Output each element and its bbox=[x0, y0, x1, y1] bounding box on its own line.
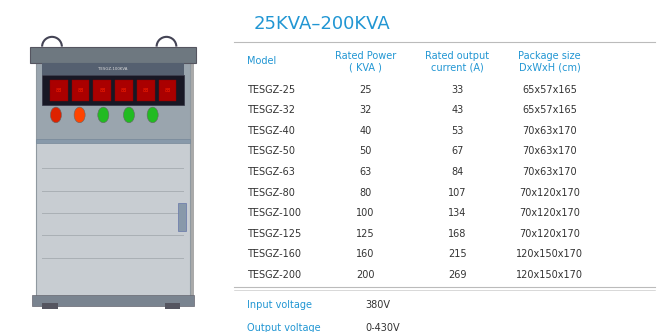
Text: TESGZ-125: TESGZ-125 bbox=[247, 229, 301, 239]
Text: TESGZ-50: TESGZ-50 bbox=[247, 146, 295, 156]
Bar bbox=[50, 80, 68, 101]
Text: Input voltage: Input voltage bbox=[247, 300, 312, 310]
Text: TESGZ-200: TESGZ-200 bbox=[247, 270, 301, 280]
Bar bbox=[42, 213, 184, 214]
Circle shape bbox=[124, 107, 134, 123]
Text: 107: 107 bbox=[448, 188, 467, 198]
Text: 53: 53 bbox=[451, 126, 463, 136]
Text: 269: 269 bbox=[448, 270, 467, 280]
Text: 65x57x165: 65x57x165 bbox=[522, 85, 577, 95]
Bar bbox=[137, 80, 155, 101]
Bar bbox=[36, 139, 190, 143]
Text: 380V: 380V bbox=[365, 300, 390, 310]
Bar bbox=[42, 258, 184, 259]
Text: TESGZ-80: TESGZ-80 bbox=[247, 188, 295, 198]
Bar bbox=[36, 58, 190, 141]
Text: TESGZ-100: TESGZ-100 bbox=[247, 208, 301, 218]
Text: 70x63x170: 70x63x170 bbox=[522, 126, 577, 136]
Text: 70x63x170: 70x63x170 bbox=[522, 167, 577, 177]
Circle shape bbox=[98, 107, 109, 123]
Text: 25KVA–200KVA: 25KVA–200KVA bbox=[253, 15, 390, 33]
Text: Rated output
current (A): Rated output current (A) bbox=[425, 50, 490, 72]
Text: 88: 88 bbox=[99, 88, 105, 93]
Bar bbox=[42, 303, 58, 309]
Bar bbox=[164, 303, 180, 309]
Text: 70x120x170: 70x120x170 bbox=[519, 229, 580, 239]
Circle shape bbox=[51, 107, 61, 123]
Text: TESGZ-100KVA: TESGZ-100KVA bbox=[99, 67, 128, 71]
Text: 0-430V: 0-430V bbox=[365, 323, 400, 332]
Bar bbox=[42, 168, 184, 169]
Text: 88: 88 bbox=[143, 88, 149, 93]
Text: Model: Model bbox=[247, 56, 276, 66]
Text: TESGZ-32: TESGZ-32 bbox=[247, 105, 295, 115]
Bar bbox=[42, 191, 184, 192]
Text: 88: 88 bbox=[56, 88, 62, 93]
Bar bbox=[42, 235, 184, 236]
Text: 80: 80 bbox=[359, 188, 371, 198]
Text: 63: 63 bbox=[359, 167, 371, 177]
Circle shape bbox=[147, 107, 158, 123]
Text: 120x150x170: 120x150x170 bbox=[516, 270, 583, 280]
Text: 33: 33 bbox=[451, 85, 463, 95]
Text: 43: 43 bbox=[451, 105, 463, 115]
Bar bbox=[42, 74, 184, 105]
Text: 88: 88 bbox=[164, 88, 170, 93]
Bar bbox=[30, 46, 196, 63]
Text: 168: 168 bbox=[448, 229, 467, 239]
Text: TESGZ-40: TESGZ-40 bbox=[247, 126, 295, 136]
Text: TESGZ-25: TESGZ-25 bbox=[247, 85, 295, 95]
Text: 88: 88 bbox=[121, 88, 127, 93]
Text: Package size
DxWxH (cm): Package size DxWxH (cm) bbox=[518, 50, 581, 72]
Text: 125: 125 bbox=[356, 229, 374, 239]
Bar bbox=[36, 141, 190, 297]
Bar bbox=[93, 80, 111, 101]
Text: 100: 100 bbox=[356, 208, 374, 218]
Text: 50: 50 bbox=[359, 146, 371, 156]
Bar bbox=[159, 80, 176, 101]
Bar bbox=[115, 80, 133, 101]
Text: Output voltage: Output voltage bbox=[247, 323, 320, 332]
Text: 65x57x165: 65x57x165 bbox=[522, 105, 577, 115]
Circle shape bbox=[74, 107, 85, 123]
Text: 120x150x170: 120x150x170 bbox=[516, 249, 583, 259]
Bar bbox=[72, 80, 89, 101]
Text: 40: 40 bbox=[359, 126, 371, 136]
Text: 215: 215 bbox=[448, 249, 467, 259]
Text: 200: 200 bbox=[356, 270, 374, 280]
Text: TESGZ-63: TESGZ-63 bbox=[247, 167, 295, 177]
Text: 67: 67 bbox=[451, 146, 463, 156]
Bar bbox=[42, 63, 184, 74]
Text: 32: 32 bbox=[359, 105, 371, 115]
Text: 160: 160 bbox=[356, 249, 374, 259]
Text: 70x120x170: 70x120x170 bbox=[519, 188, 580, 198]
Bar bbox=[32, 295, 194, 306]
Text: 134: 134 bbox=[448, 208, 467, 218]
Text: TESGZ-160: TESGZ-160 bbox=[247, 249, 301, 259]
Text: 70x63x170: 70x63x170 bbox=[522, 146, 577, 156]
Text: 70x120x170: 70x120x170 bbox=[519, 208, 580, 218]
Text: 84: 84 bbox=[451, 167, 463, 177]
Text: 88: 88 bbox=[78, 88, 84, 93]
Bar bbox=[40, 46, 194, 306]
Text: 25: 25 bbox=[359, 85, 371, 95]
Bar bbox=[178, 203, 186, 231]
Text: Rated Power
( KVA ): Rated Power ( KVA ) bbox=[334, 50, 396, 72]
